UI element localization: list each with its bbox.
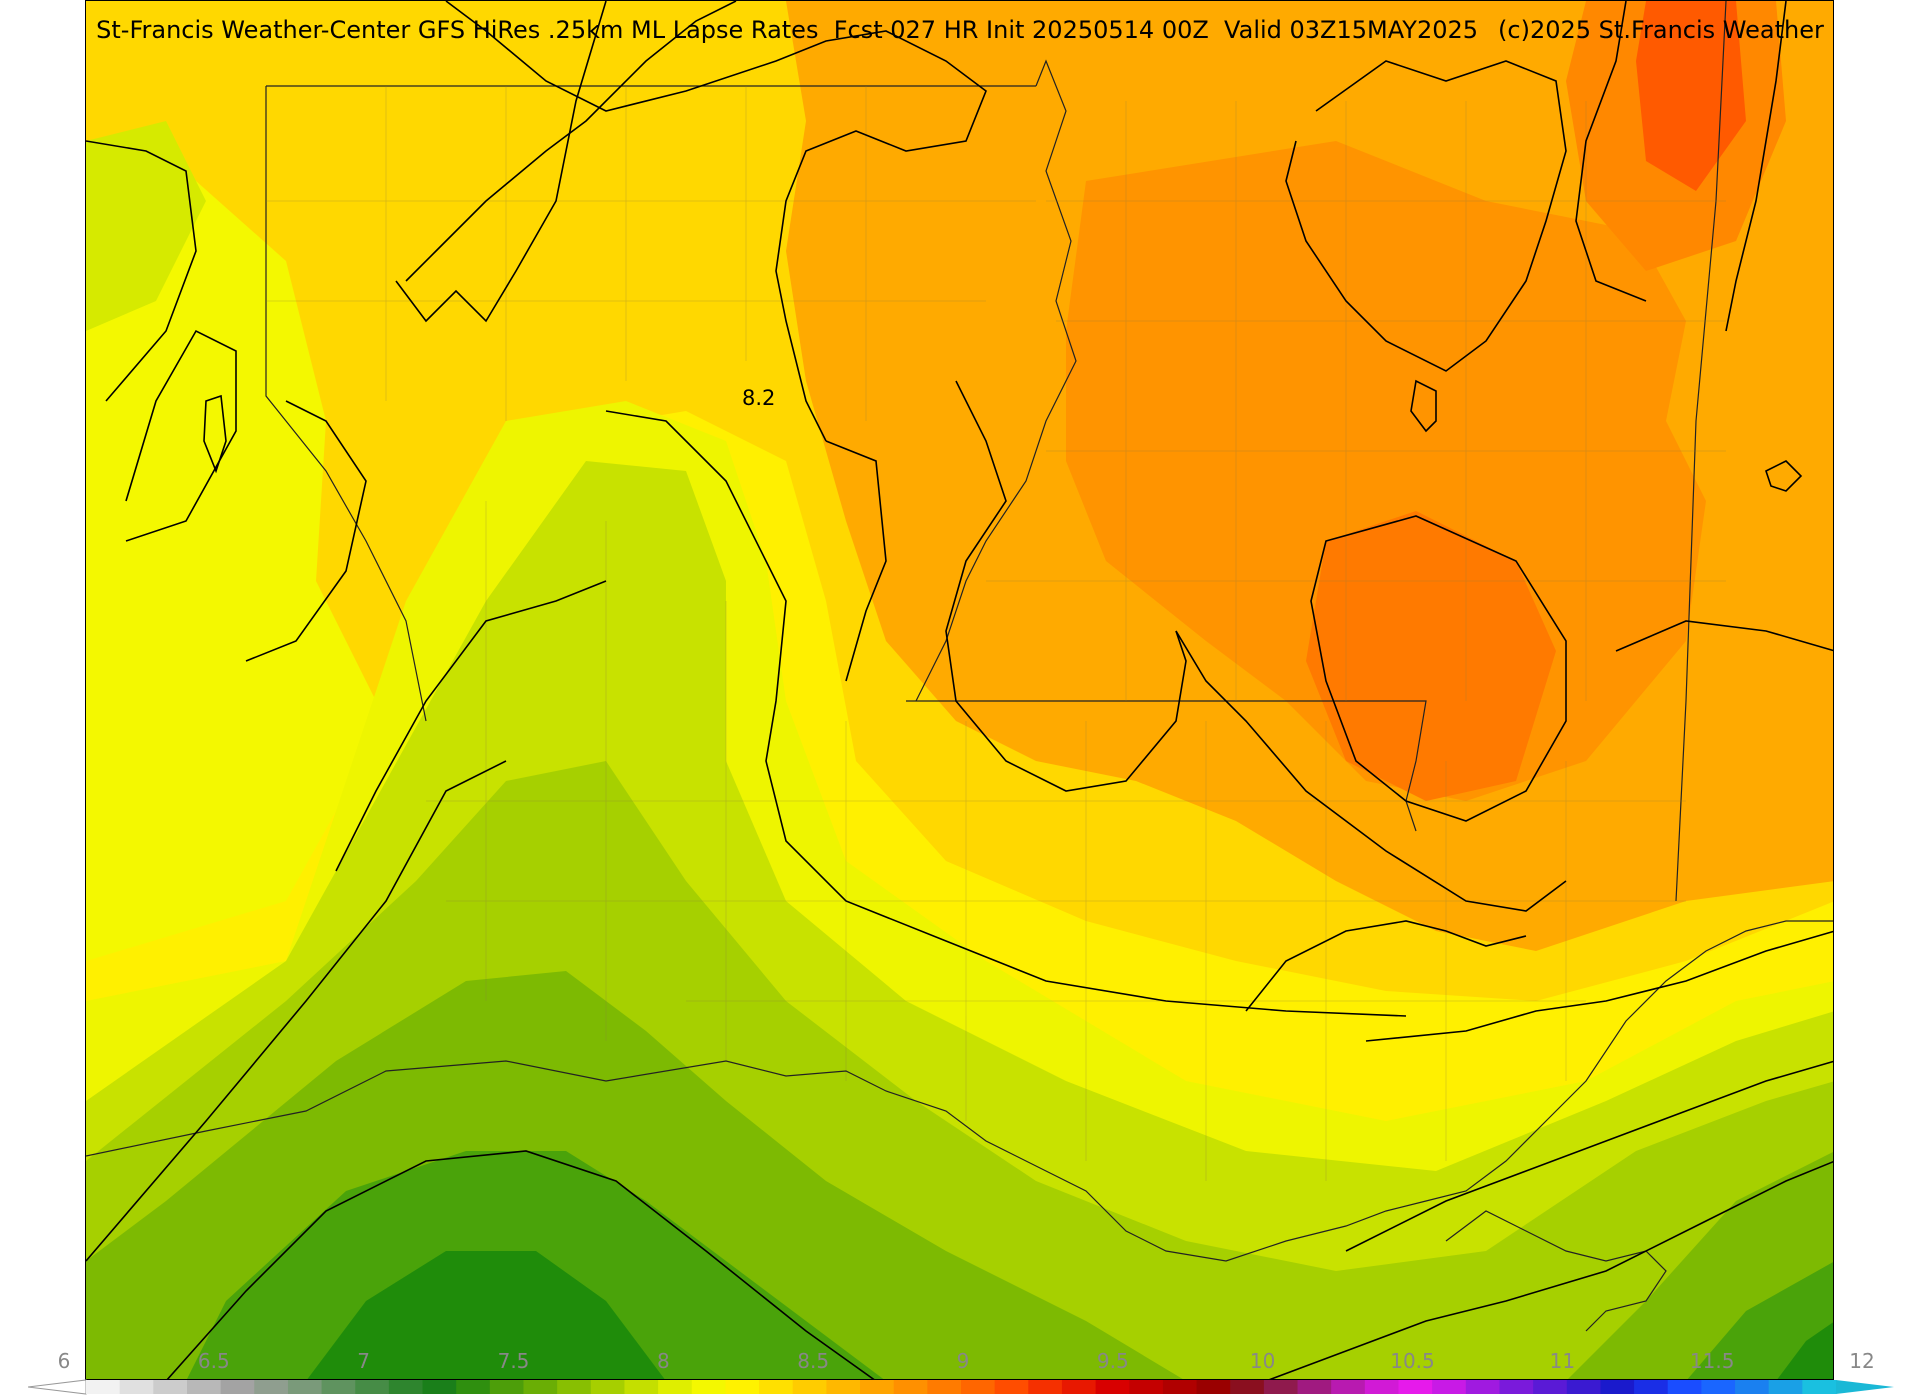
colorbar-swatch xyxy=(1162,1380,1198,1394)
colorbar-swatch xyxy=(1230,1380,1265,1394)
colorbar-swatch xyxy=(355,1380,390,1394)
colorbar-swatch xyxy=(1768,1380,1803,1394)
colorbar-swatch xyxy=(1701,1380,1736,1394)
colorbar-swatch xyxy=(1533,1380,1568,1394)
colorbar-swatch xyxy=(1667,1380,1702,1394)
colorbar-swatch xyxy=(1634,1380,1669,1394)
colorbar-tick-label: 10.5 xyxy=(1390,1349,1435,1373)
coastline xyxy=(86,920,1833,1332)
colorbar-swatch xyxy=(927,1380,962,1394)
colorbar-swatch xyxy=(1566,1380,1601,1394)
colorbar-swatch xyxy=(1297,1380,1332,1394)
colorbar-swatch xyxy=(1196,1380,1231,1394)
field-darkest-green xyxy=(307,1251,665,1379)
colorbar-under-arrow xyxy=(28,1379,87,1395)
colorbar-swatch xyxy=(254,1380,289,1394)
colorbar-swatch xyxy=(1465,1380,1500,1394)
colorbar-swatch xyxy=(1499,1380,1534,1394)
colorbar-swatch xyxy=(658,1380,693,1394)
colorbar-swatch xyxy=(725,1380,760,1394)
colorbar-tick-label: 11 xyxy=(1549,1349,1576,1373)
title-right: (c)2025 St.Francis Weather xyxy=(1498,16,1824,44)
field-yellow-green-left xyxy=(86,121,206,331)
colorbar-tick-label: 9.5 xyxy=(1096,1349,1129,1373)
colorbar-swatch xyxy=(119,1380,154,1394)
colorbar-swatch xyxy=(456,1380,491,1394)
contour-label-8-2: 8.2 xyxy=(742,386,775,410)
colorbar-swatch xyxy=(220,1380,255,1394)
colorbar-swatch xyxy=(388,1380,424,1394)
colorbar-swatch xyxy=(893,1380,928,1394)
colorbar-swatch xyxy=(153,1380,188,1394)
colorbar-swatch xyxy=(826,1380,861,1394)
colorbar-swatch xyxy=(994,1380,1029,1394)
colorbar-tick-label: 7.5 xyxy=(497,1349,530,1373)
colorbar-over-arrow xyxy=(1836,1380,1894,1394)
colorbar-swatch xyxy=(961,1380,996,1394)
colorbar-swatch xyxy=(1129,1380,1164,1394)
colorbar-swatch xyxy=(1364,1380,1399,1394)
colorbar-swatch xyxy=(691,1380,726,1394)
county-borders xyxy=(266,86,1726,1181)
field-darkest-green-right xyxy=(1777,1322,1833,1379)
colorbar-swatch xyxy=(624,1380,659,1394)
title-left: St-Francis Weather-Center GFS HiRes .25k… xyxy=(96,16,1479,44)
lapse-contours xyxy=(86,1,1833,1379)
field-dark-green-right xyxy=(1687,1262,1833,1379)
colorbar-strip xyxy=(28,1379,1894,1395)
colorbar-swatch xyxy=(1735,1380,1770,1394)
colorbar-tick-label: 10 xyxy=(1249,1349,1276,1373)
colorbar-swatch xyxy=(1802,1380,1837,1394)
colorbar-swatch xyxy=(1600,1380,1635,1394)
colorbar-swatch xyxy=(321,1380,356,1394)
colorbar-swatch xyxy=(590,1380,625,1394)
colorbar-swatch xyxy=(523,1380,558,1394)
colorbar-swatch xyxy=(489,1380,524,1394)
colorbar-swatch xyxy=(860,1380,895,1394)
field-dark-orange-core xyxy=(1306,511,1556,801)
colorbar-swatch xyxy=(1432,1380,1467,1394)
colorbar-tick-label: 6 xyxy=(57,1349,71,1373)
colorbar-swatch xyxy=(792,1380,827,1394)
colorbar-swatch xyxy=(287,1380,323,1394)
colorbar-tick-label: 7 xyxy=(357,1349,371,1373)
colorbar-tick-label: 12 xyxy=(1849,1349,1875,1373)
colorbar: 6 6.5 7 7.5 8 8.5 9 9.5 10 10.5 11 11.5 12 xyxy=(0,1345,1920,1400)
state-borders xyxy=(265,1,1727,902)
colorbar-swatch xyxy=(1095,1380,1130,1394)
colorbar-swatch xyxy=(422,1380,457,1394)
colorbar-tick-label: 8 xyxy=(656,1349,670,1373)
colorbar-swatch xyxy=(1028,1380,1063,1394)
lapse-rate-map: 8.2 xyxy=(86,1,1833,1379)
colorbar-tick-label: 9 xyxy=(956,1349,970,1373)
colorbar-swatch xyxy=(557,1380,592,1394)
field-bright-yellow-left xyxy=(86,181,386,961)
map-panel: 8.2 xyxy=(85,0,1834,1380)
colorbar-swatch xyxy=(1061,1380,1097,1394)
colorbar-swatch xyxy=(186,1380,222,1394)
colorbar-tick-label: 6.5 xyxy=(197,1349,230,1373)
colorbar-swatch xyxy=(1398,1380,1433,1394)
colorbar-tick-label: 11.5 xyxy=(1689,1349,1735,1373)
colorbar-swatch xyxy=(86,1380,121,1394)
colorbar-swatch xyxy=(1331,1380,1366,1394)
colorbar-swatch xyxy=(1263,1380,1299,1394)
colorbar-swatch xyxy=(759,1380,794,1394)
map-title: St-Francis Weather-Center GFS HiRes .25k… xyxy=(0,16,1920,44)
colorbar-tick-label: 8.5 xyxy=(797,1349,830,1373)
